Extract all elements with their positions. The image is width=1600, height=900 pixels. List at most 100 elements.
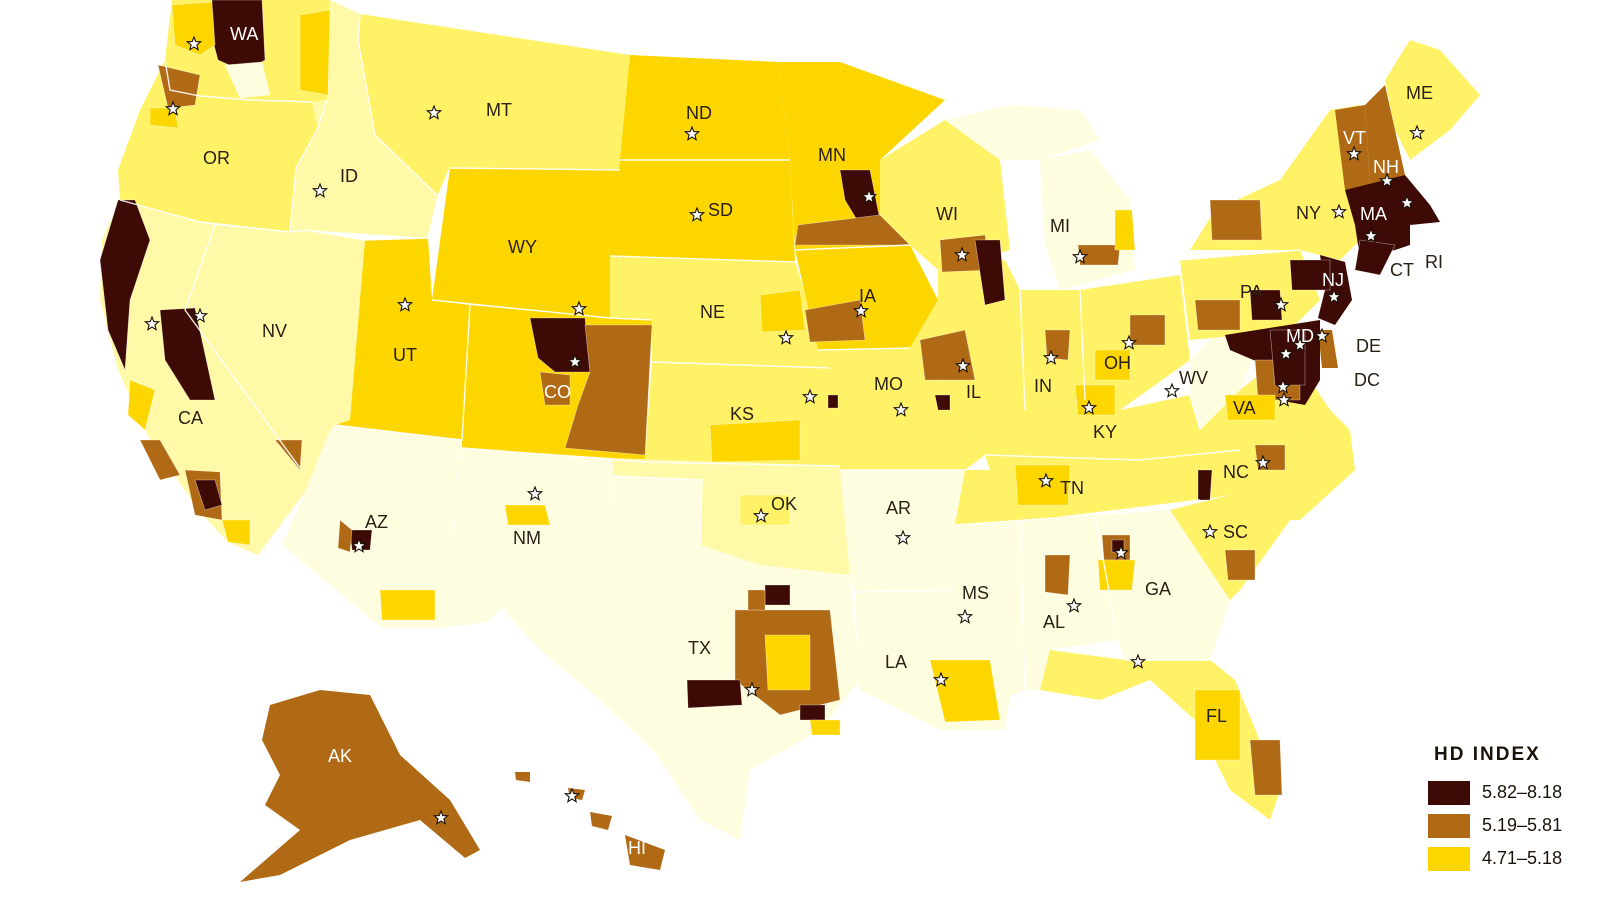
capital-star-icon <box>1065 597 1083 613</box>
label-id: ID <box>340 166 358 186</box>
capital-star-icon <box>570 300 588 316</box>
label-pa: PA <box>1240 282 1263 302</box>
capital-star-icon <box>1163 382 1181 398</box>
capital-star-icon <box>1277 345 1295 361</box>
capital-star-icon <box>1330 203 1348 219</box>
label-de: DE <box>1356 336 1381 356</box>
legend-swatch-high <box>1428 813 1470 838</box>
label-ri: RI <box>1425 252 1443 272</box>
state-ak <box>240 690 480 882</box>
label-va: VA <box>1233 398 1256 418</box>
capital-star-icon <box>566 353 584 369</box>
capital-star-icon <box>852 302 870 318</box>
legend-title: HD INDEX <box>1434 744 1541 765</box>
label-mn: MN <box>818 145 846 165</box>
state-ms <box>945 520 1025 700</box>
label-nh: NH <box>1373 157 1399 177</box>
state-mt <box>358 14 630 196</box>
capital-star-icon <box>683 125 701 141</box>
state-mi-up <box>945 105 1100 160</box>
label-mt: MT <box>486 100 512 120</box>
capital-star-icon <box>801 388 819 404</box>
capital-star-icon <box>396 296 414 312</box>
capital-star-icon <box>1398 194 1416 210</box>
state-ky <box>985 395 1200 470</box>
state-wy <box>432 168 620 318</box>
label-md: MD <box>1286 326 1314 346</box>
capital-star-icon <box>1345 145 1363 161</box>
capital-star-icon <box>932 671 950 687</box>
capital-star-icon <box>892 401 910 417</box>
capital-star-icon <box>956 608 974 624</box>
capital-star-icon <box>1129 653 1147 669</box>
state-sc <box>1170 495 1290 600</box>
label-in: IN <box>1034 376 1052 396</box>
label-az: AZ <box>365 512 388 532</box>
capital-star-icon <box>1080 399 1098 415</box>
label-il: IL <box>966 382 981 402</box>
capital-star-icon <box>185 35 203 51</box>
capital-star-icon <box>688 206 706 222</box>
state-ne <box>610 256 830 368</box>
label-mi: MI <box>1050 216 1070 236</box>
capital-star-icon <box>953 246 971 262</box>
label-tn: TN <box>1060 478 1084 498</box>
capital-star-icon <box>954 357 972 373</box>
legend: HD INDEX 5.82–8.18 5.19–5.81 4.71–5.18 <box>1428 744 1588 875</box>
state-vt <box>1335 105 1370 190</box>
label-nv: NV <box>262 321 287 341</box>
label-sd: SD <box>708 200 733 220</box>
label-ct: CT <box>1390 260 1414 280</box>
label-wa: WA <box>230 24 258 44</box>
label-hi: HI <box>628 838 646 858</box>
capital-star-icon <box>425 104 443 120</box>
capital-star-icon <box>1037 472 1055 488</box>
state-az <box>282 425 462 628</box>
label-sc: SC <box>1223 522 1248 542</box>
state-tx <box>502 476 860 840</box>
label-ne: NE <box>700 302 725 322</box>
label-ia: IA <box>859 286 876 306</box>
label-co: CO <box>544 382 571 402</box>
capital-star-icon <box>1325 288 1343 304</box>
capital-star-icon <box>1112 544 1130 560</box>
state-nd <box>620 55 790 160</box>
label-tx: TX <box>688 638 711 658</box>
label-vt: VT <box>1343 128 1366 148</box>
label-ak: AK <box>328 746 352 766</box>
capital-star-icon <box>164 100 182 116</box>
state-ok <box>612 458 850 575</box>
label-ky: KY <box>1093 422 1117 442</box>
state-ma <box>1345 175 1440 225</box>
capital-star-icon <box>860 188 878 204</box>
label-ma: MA <box>1360 204 1387 224</box>
capital-star-icon <box>191 307 209 323</box>
capital-star-icon <box>777 329 795 345</box>
capital-star-icon <box>143 315 161 331</box>
capital-star-icon <box>1254 454 1272 470</box>
state-sd <box>610 160 795 262</box>
legend-item: 5.19–5.81 <box>1428 809 1588 842</box>
capital-star-icon <box>1378 172 1396 188</box>
label-me: ME <box>1406 83 1433 103</box>
legend-label: 5.19–5.81 <box>1482 815 1563 835</box>
label-ut: UT <box>393 345 417 365</box>
label-ny: NY <box>1296 203 1321 223</box>
label-ga: GA <box>1145 579 1171 599</box>
state-id <box>290 0 438 238</box>
capital-star-icon <box>1362 227 1380 243</box>
capital-star-icon <box>743 681 761 697</box>
label-la: LA <box>885 652 907 672</box>
state-mn <box>778 62 945 250</box>
label-ok: OK <box>771 494 797 514</box>
capital-star-icon <box>752 507 770 523</box>
label-wi: WI <box>936 204 958 224</box>
label-nc: NC <box>1223 462 1249 482</box>
label-oh: OH <box>1104 353 1131 373</box>
label-ms: MS <box>962 583 989 603</box>
capital-star-icon <box>1291 336 1309 352</box>
label-nj: NJ <box>1322 270 1344 290</box>
capital-star-icon <box>1201 523 1219 539</box>
label-wv: WV <box>1179 368 1208 388</box>
